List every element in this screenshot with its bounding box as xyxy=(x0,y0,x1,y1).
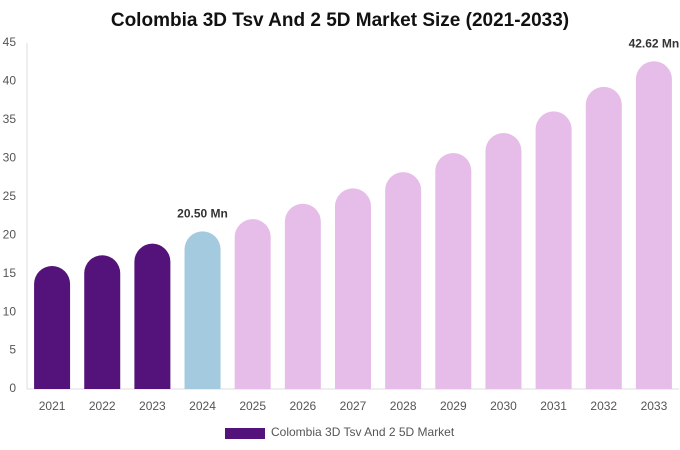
y-tick-label: 15 xyxy=(3,266,17,280)
bar xyxy=(535,111,572,390)
x-tick-label: 2022 xyxy=(89,399,116,413)
legend-swatch xyxy=(225,428,265,439)
value-label: 20.50 Mn xyxy=(177,207,228,221)
bar xyxy=(284,203,321,389)
x-tick-label: 2026 xyxy=(289,399,316,413)
bar xyxy=(34,265,71,389)
y-tick-label: 20 xyxy=(3,227,17,241)
x-tick-label: 2032 xyxy=(590,399,617,413)
x-tick-label: 2024 xyxy=(189,399,216,413)
y-tick-label: 30 xyxy=(3,151,17,165)
y-tick-label: 45 xyxy=(3,35,17,49)
value-label: 42.62 Mn xyxy=(629,36,680,50)
y-tick-label: 40 xyxy=(3,74,17,88)
bar xyxy=(134,243,171,389)
x-tick-label: 2023 xyxy=(139,399,166,413)
x-tick-label: 2031 xyxy=(540,399,567,413)
x-tick-label: 2028 xyxy=(390,399,417,413)
x-tick-label: 2025 xyxy=(239,399,266,413)
bar xyxy=(585,86,622,390)
bar xyxy=(84,255,121,389)
bar xyxy=(485,132,522,389)
bar xyxy=(234,219,271,389)
bar xyxy=(635,61,672,389)
legend-label: Colombia 3D Tsv And 2 5D Market xyxy=(271,425,455,439)
bar xyxy=(435,152,472,389)
y-tick-label: 25 xyxy=(3,189,17,203)
x-tick-label: 2027 xyxy=(340,399,367,413)
chart-title: Colombia 3D Tsv And 2 5D Market Size (20… xyxy=(111,10,569,31)
y-tick-label: 5 xyxy=(9,343,16,357)
bar xyxy=(385,172,422,389)
x-tick-label: 2030 xyxy=(490,399,517,413)
bar xyxy=(335,188,371,389)
y-tick-label: 0 xyxy=(9,381,16,395)
y-tick-label: 10 xyxy=(3,304,17,318)
y-tick-label: 35 xyxy=(3,112,17,126)
bar xyxy=(184,231,221,389)
x-tick-label: 2021 xyxy=(39,399,66,413)
x-tick-label: 2029 xyxy=(440,399,467,413)
x-tick-label: 2033 xyxy=(641,399,668,413)
